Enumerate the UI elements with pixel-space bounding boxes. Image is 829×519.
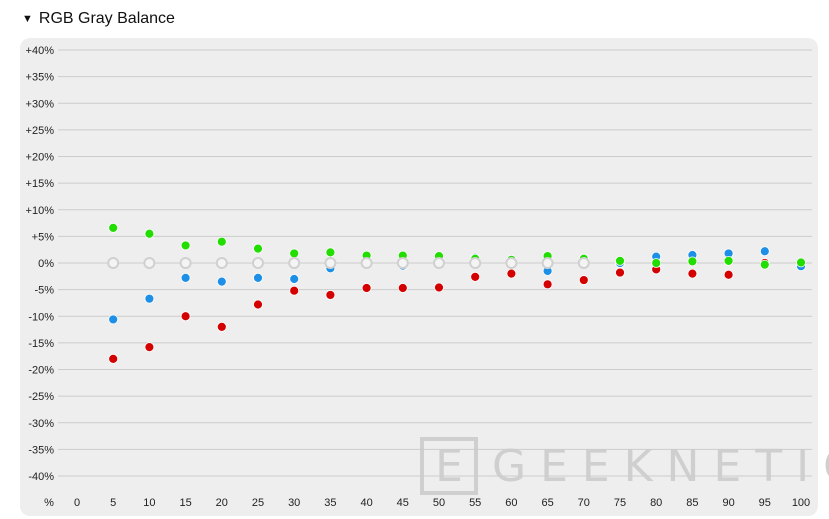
x-tick-label: 95 [759, 497, 771, 509]
y-tick-label: +35% [26, 72, 55, 84]
x-tick-label: 65 [541, 497, 553, 509]
data-point-series-0 [108, 353, 119, 364]
data-point-series-1 [759, 246, 770, 257]
chart-title: RGB Gray Balance [38, 10, 175, 27]
data-point-series-0 [687, 268, 698, 279]
data-point-series-0 [397, 283, 408, 293]
data-point-series-2 [289, 248, 300, 259]
y-tick-label: -10% [28, 311, 54, 323]
x-tick-label: 0 [74, 497, 80, 509]
data-point-series-1 [216, 276, 227, 287]
data-point-series-2 [759, 259, 770, 270]
y-tick-label: -20% [28, 365, 54, 377]
data-point-series-0 [144, 342, 155, 353]
data-point-series-2 [615, 255, 625, 266]
x-tick-label: 60 [505, 497, 517, 509]
data-point-series-0 [216, 321, 227, 332]
data-point-series-0 [361, 283, 372, 293]
data-point-hollow [143, 257, 156, 269]
data-point-series-0 [325, 290, 336, 300]
data-point-series-2 [796, 257, 806, 268]
data-point-hollow [324, 257, 337, 269]
data-point-series-1 [253, 273, 263, 283]
data-point-series-0 [723, 269, 734, 280]
x-tick-label: 75 [614, 497, 626, 509]
data-point-series-1 [108, 314, 119, 325]
x-tick-label: 25 [252, 497, 264, 509]
data-point-series-2 [180, 240, 191, 251]
y-tick-label: -15% [28, 338, 54, 350]
x-tick-label: 90 [722, 497, 734, 509]
data-point-series-2 [108, 222, 119, 233]
x-tick-label: 20 [216, 497, 228, 509]
x-axis-label: % [44, 497, 54, 509]
data-point-series-0 [253, 299, 263, 310]
y-tick-label: +20% [26, 152, 55, 164]
data-point-hollow [396, 257, 409, 269]
y-tick-label: -25% [28, 391, 54, 403]
data-point-series-0 [506, 268, 517, 279]
data-point-hollow [107, 257, 120, 269]
x-tick-label: 30 [288, 497, 300, 509]
data-point-hollow [433, 257, 445, 269]
data-point-series-1 [144, 293, 155, 304]
triangle-down-icon[interactable]: ▼ [22, 12, 33, 25]
chart-header[interactable]: ▼ RGB Gray Balance [22, 10, 175, 28]
x-tick-label: 50 [433, 497, 445, 509]
data-point-series-2 [723, 255, 734, 266]
data-point-series-2 [651, 258, 662, 268]
data-point-series-0 [180, 311, 191, 322]
x-tick-label: 70 [578, 497, 590, 509]
y-tick-label: +10% [26, 205, 55, 217]
data-point-series-1 [289, 274, 300, 284]
x-tick-label: 15 [179, 497, 191, 509]
data-point-series-2 [216, 236, 227, 247]
data-point-hollow [288, 257, 301, 269]
data-point-series-0 [470, 271, 481, 282]
x-tick-label: 45 [397, 497, 409, 509]
data-point-series-0 [289, 285, 300, 296]
y-tick-label: -40% [28, 471, 54, 483]
data-point-hollow [541, 257, 554, 269]
x-tick-label: 80 [650, 497, 662, 509]
data-point-series-2 [253, 243, 263, 254]
data-point-series-1 [180, 273, 191, 283]
x-tick-label: 55 [469, 497, 481, 509]
y-tick-label: +15% [26, 178, 55, 190]
y-tick-label: -35% [28, 444, 54, 456]
y-tick-label: +5% [32, 231, 55, 243]
data-point-series-2 [144, 228, 155, 239]
x-tick-label: 100 [792, 497, 810, 509]
data-point-hollow [252, 257, 264, 269]
x-tick-label: 10 [143, 497, 155, 509]
data-point-hollow [505, 257, 518, 269]
data-point-hollow [469, 257, 482, 269]
data-point-series-0 [615, 267, 625, 278]
chart-panel [20, 38, 818, 516]
y-tick-label: 0% [38, 258, 54, 270]
data-point-series-0 [434, 282, 444, 293]
y-tick-label: -30% [28, 418, 54, 430]
y-tick-label: -5% [34, 285, 54, 297]
data-point-series-2 [687, 256, 698, 267]
y-tick-label: +40% [26, 45, 55, 57]
data-point-hollow [360, 257, 373, 269]
x-tick-label: 40 [360, 497, 372, 509]
data-point-series-0 [542, 279, 553, 290]
data-point-hollow [577, 257, 590, 269]
x-tick-label: 85 [686, 497, 698, 509]
y-tick-label: +30% [26, 98, 55, 110]
data-point-hollow [215, 257, 228, 269]
y-tick-label: +25% [26, 125, 55, 137]
data-point-hollow [179, 257, 192, 269]
x-tick-label: 5 [110, 497, 116, 509]
data-point-series-0 [578, 275, 589, 285]
x-tick-label: 35 [324, 497, 336, 509]
data-point-series-2 [325, 247, 336, 258]
